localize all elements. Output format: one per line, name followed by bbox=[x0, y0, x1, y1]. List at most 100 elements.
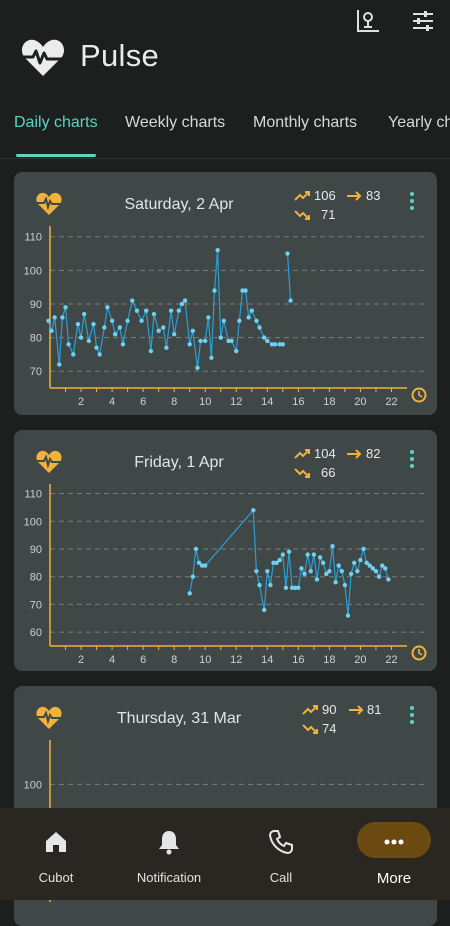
data-point bbox=[196, 560, 202, 566]
day-card[interactable]: Saturday, 2 Apr 106 83 71 70 80 90 100 110 2 4… bbox=[14, 172, 437, 415]
data-point bbox=[311, 552, 317, 557]
data-point bbox=[249, 308, 254, 313]
heart-pulse-icon bbox=[36, 192, 62, 215]
data-point bbox=[215, 247, 220, 253]
data-point bbox=[296, 585, 301, 590]
bell-icon bbox=[159, 831, 179, 855]
series-line bbox=[286, 253, 292, 301]
min-bpm: 74 bbox=[322, 721, 337, 736]
data-point bbox=[134, 308, 140, 313]
trending-down-icon bbox=[294, 210, 310, 220]
data-point bbox=[370, 566, 376, 571]
phone-icon bbox=[268, 830, 293, 855]
tab-weekly-charts[interactable]: Weekly charts bbox=[125, 114, 226, 131]
tune-sliders-icon[interactable] bbox=[410, 8, 436, 34]
x-tick-label: 4 bbox=[109, 396, 115, 408]
data-point bbox=[198, 338, 203, 344]
data-point bbox=[176, 308, 182, 313]
data-point bbox=[280, 552, 286, 557]
trending-up-icon bbox=[294, 449, 310, 459]
card-menu-icon[interactable] bbox=[409, 706, 415, 726]
home-icon bbox=[46, 832, 66, 852]
data-point bbox=[168, 308, 174, 313]
data-point bbox=[386, 577, 391, 582]
x-tick-label: 2 bbox=[78, 654, 84, 666]
x-tick-label: 8 bbox=[171, 654, 177, 666]
data-point bbox=[171, 332, 177, 337]
nav-item-call[interactable]: Call bbox=[225, 808, 337, 900]
data-point bbox=[218, 335, 223, 340]
data-point bbox=[164, 345, 169, 350]
data-point bbox=[46, 318, 51, 323]
data-point bbox=[49, 328, 54, 334]
arrow-right-icon bbox=[347, 449, 362, 459]
data-point bbox=[383, 566, 388, 571]
data-point bbox=[376, 574, 382, 579]
data-point bbox=[320, 560, 326, 566]
clock-hands bbox=[418, 649, 423, 656]
x-tick-label: 18 bbox=[323, 654, 335, 666]
data-point bbox=[355, 568, 360, 574]
data-point bbox=[336, 563, 341, 568]
data-point bbox=[144, 308, 149, 313]
max-bpm: 106 bbox=[314, 188, 336, 203]
data-point bbox=[268, 582, 273, 588]
nav-label: Notification bbox=[136, 870, 202, 885]
series-line bbox=[47, 250, 283, 368]
nav-item-notification[interactable]: Notification bbox=[113, 808, 225, 900]
tab-daily-charts[interactable]: Daily charts bbox=[14, 114, 98, 131]
nav-item-more[interactable]: More bbox=[338, 808, 450, 900]
data-point bbox=[262, 335, 267, 340]
x-tick-label: 22 bbox=[385, 396, 397, 408]
avg-bpm: 82 bbox=[366, 446, 381, 461]
x-tick-label: 18 bbox=[323, 396, 335, 408]
data-point bbox=[293, 585, 298, 590]
data-point bbox=[187, 591, 192, 596]
max-bpm: 90 bbox=[322, 702, 337, 717]
data-point bbox=[324, 571, 329, 577]
x-tick-label: 22 bbox=[385, 654, 397, 666]
data-point bbox=[257, 582, 262, 588]
data-point bbox=[234, 348, 239, 354]
x-tick-label: 16 bbox=[292, 654, 304, 666]
card-menu-icon[interactable] bbox=[409, 450, 415, 470]
data-point bbox=[352, 560, 357, 566]
y-tick-label: 90 bbox=[30, 544, 42, 556]
chart-sessions-icon[interactable] bbox=[355, 8, 381, 34]
tab-yearly-charts[interactable]: Yearly ch bbox=[388, 114, 450, 131]
card-menu-icon[interactable] bbox=[409, 192, 415, 212]
y-tick-label: 70 bbox=[30, 366, 42, 378]
min-bpm: 71 bbox=[321, 207, 336, 222]
series-line bbox=[189, 508, 389, 616]
daily-chart: 60 70 80 90 100 110 2 4 6 8 10 12 14 16 18 20 22 bbox=[24, 484, 427, 666]
x-tick-label: 12 bbox=[230, 396, 242, 408]
data-point bbox=[209, 355, 214, 360]
daily-chart: 70 80 90 100 110 2 4 6 8 10 12 14 16 18 20 22 bbox=[24, 226, 427, 408]
clock-hands bbox=[418, 391, 423, 398]
data-point bbox=[78, 335, 84, 340]
data-point bbox=[237, 318, 242, 323]
data-point bbox=[345, 613, 351, 618]
card-date: Friday, 1 Apr bbox=[134, 454, 224, 471]
data-point bbox=[317, 555, 323, 560]
bottom-navigation: Cubot Notification Call More bbox=[0, 808, 450, 900]
x-tick-label: 4 bbox=[109, 654, 115, 666]
data-point bbox=[308, 568, 313, 574]
data-point bbox=[333, 580, 338, 585]
day-card[interactable]: Friday, 1 Apr 104 82 66 60 70 80 90 100 110 2 4… bbox=[14, 430, 437, 671]
x-tick-label: 6 bbox=[140, 396, 146, 408]
tab-monthly-charts[interactable]: Monthly charts bbox=[253, 114, 358, 131]
data-point bbox=[212, 288, 217, 293]
y-tick-label: 110 bbox=[24, 489, 42, 501]
arrow-right-icon bbox=[347, 191, 362, 201]
x-tick-label: 8 bbox=[171, 396, 177, 408]
app-bar: Pulse bbox=[0, 0, 450, 100]
nav-item-cubot[interactable]: Cubot bbox=[0, 808, 112, 900]
data-point bbox=[277, 557, 282, 563]
x-tick-label: 2 bbox=[78, 396, 84, 408]
data-point bbox=[280, 342, 286, 347]
y-tick-label: 80 bbox=[30, 333, 42, 345]
app-title: Pulse bbox=[80, 38, 160, 73]
nav-label: Cubot bbox=[38, 870, 74, 885]
clock-icon bbox=[411, 387, 427, 403]
